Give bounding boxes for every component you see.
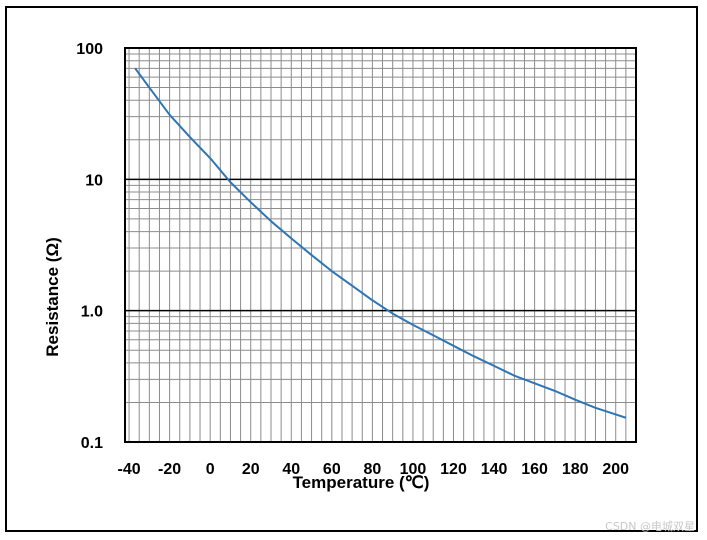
major-gridlines <box>125 47 636 443</box>
minor-gridlines <box>125 48 636 442</box>
x-tick-label: 60 <box>323 461 341 478</box>
plot-area-border <box>124 47 637 443</box>
x-tick-label: 200 <box>602 461 629 478</box>
x-tick-label: 180 <box>562 461 589 478</box>
y-tick-labels: 100 10 1.0 0.1 <box>76 41 103 452</box>
x-tick-label: 20 <box>242 461 260 478</box>
x-tick-label: 120 <box>440 461 467 478</box>
x-tick-label: 80 <box>363 461 381 478</box>
x-tick-label: 100 <box>400 461 427 478</box>
y-tick-label: 10 <box>85 172 103 189</box>
y-tick-label: 0.1 <box>81 435 103 452</box>
x-tick-label: 140 <box>481 461 508 478</box>
series-line <box>134 67 627 419</box>
series-layer <box>134 67 627 419</box>
x-tick-label: -40 <box>117 461 140 478</box>
x-tick-label: 160 <box>521 461 548 478</box>
y-tick-label: 100 <box>76 41 103 58</box>
x-tick-labels: -40 -20 0 20 40 60 80 100 120 140 160 180 200 <box>117 461 629 478</box>
x-tick-label: 0 <box>206 461 215 478</box>
x-tick-label: 40 <box>282 461 300 478</box>
y-tick-label: 1.0 <box>81 304 103 321</box>
x-axis-title: Temperature (℃) <box>293 473 430 492</box>
y-axis-title: Resistance (Ω) <box>43 237 62 356</box>
x-tick-label: -20 <box>158 461 181 478</box>
watermark: CSDN @电城双星 <box>605 520 695 533</box>
chart-frame <box>5 6 698 532</box>
